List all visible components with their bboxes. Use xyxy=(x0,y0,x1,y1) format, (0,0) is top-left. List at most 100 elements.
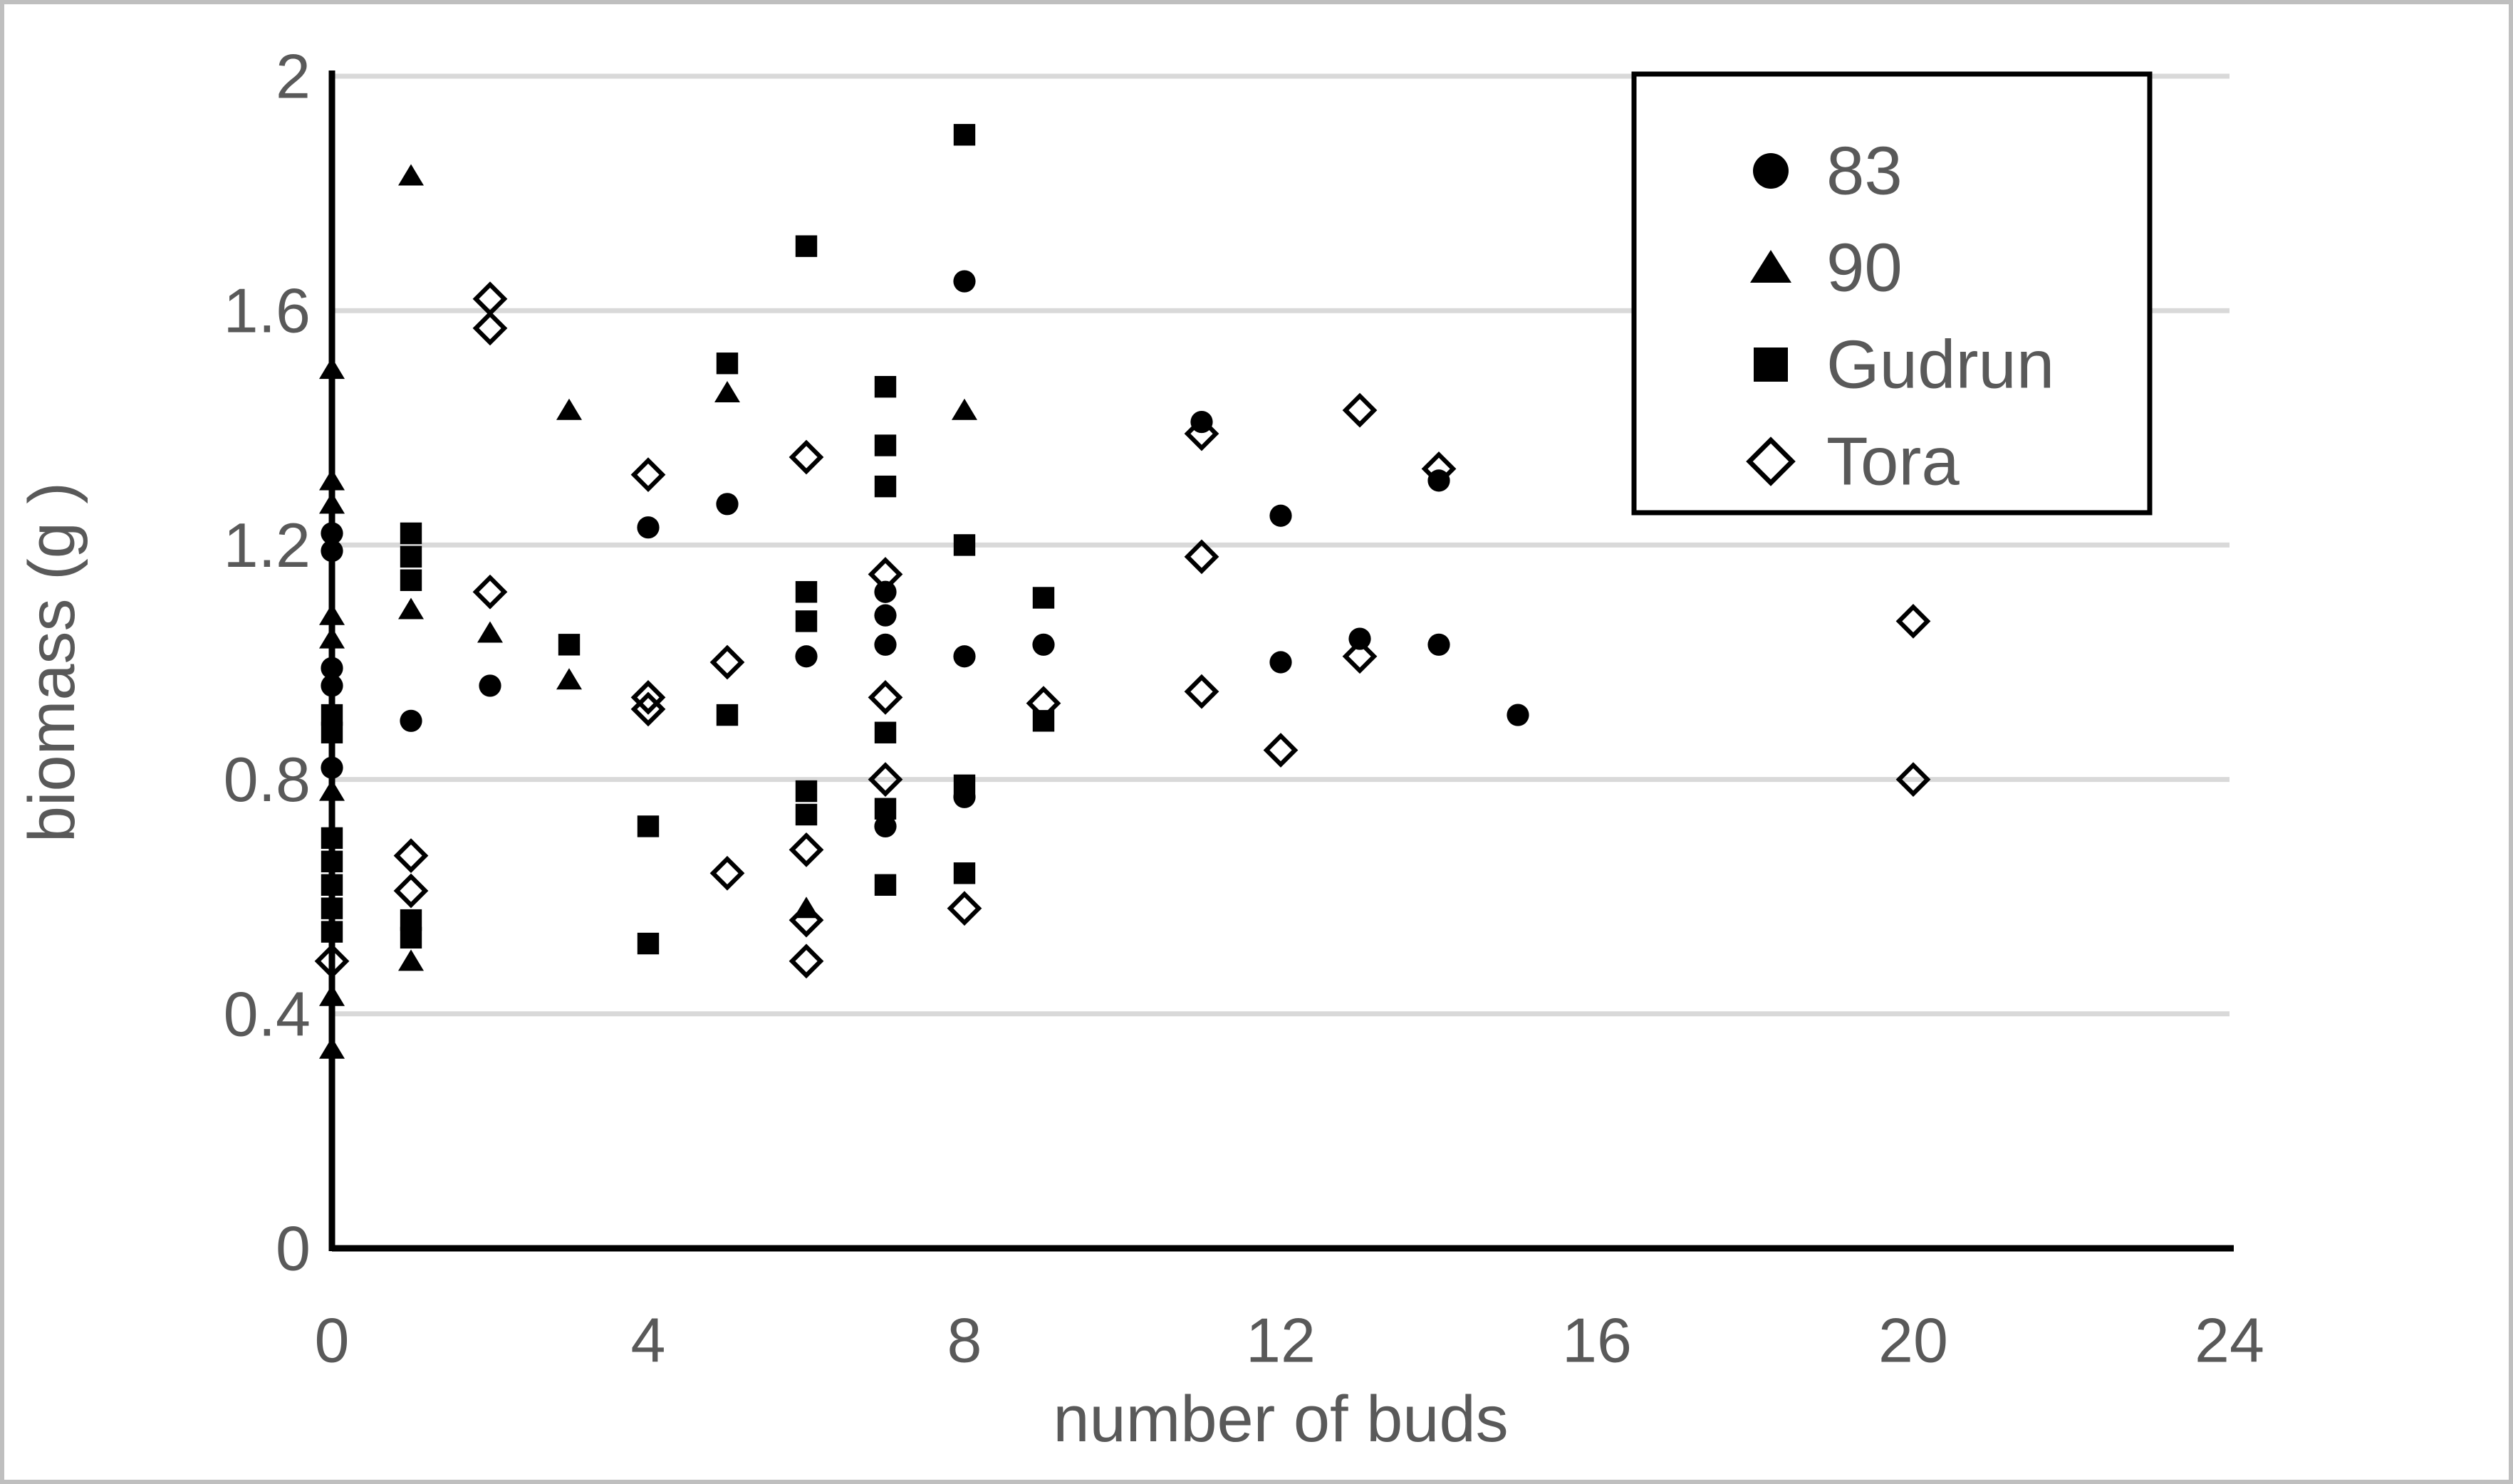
data-point-square xyxy=(953,124,976,146)
data-point-diamond xyxy=(789,439,824,475)
x-tick-label: 24 xyxy=(2195,1305,2264,1376)
data-point-square xyxy=(874,434,897,456)
data-point-diamond xyxy=(1026,686,1061,721)
data-point-square xyxy=(637,932,660,955)
data-point-square xyxy=(321,827,343,850)
data-point-square xyxy=(795,235,818,257)
data-point-square xyxy=(400,926,422,949)
data-point-circle xyxy=(874,815,897,838)
data-point-square xyxy=(400,545,422,568)
data-point-circle xyxy=(400,709,422,732)
data-point-diamond xyxy=(472,310,508,346)
data-point-circle xyxy=(1269,504,1292,527)
data-point-diamond xyxy=(393,838,429,873)
data-point-circle xyxy=(321,657,343,679)
y-tick-label: 0 xyxy=(276,1213,311,1284)
data-point-square xyxy=(953,534,976,556)
data-point-circle xyxy=(716,493,739,516)
data-point-diamond xyxy=(709,855,745,891)
legend-label: Tora xyxy=(1826,424,1960,500)
data-point-triangle xyxy=(398,164,424,186)
data-point-diamond xyxy=(630,679,666,715)
data-point-square xyxy=(953,862,976,884)
data-point-square xyxy=(1032,587,1055,609)
data-point-triangle xyxy=(1750,250,1791,283)
data-point-square xyxy=(321,721,343,743)
data-point-diamond xyxy=(789,902,824,938)
data-point-diamond xyxy=(1184,539,1219,575)
data-point-circle xyxy=(321,522,343,545)
data-point-circle xyxy=(874,604,897,627)
series-Tora xyxy=(314,281,1931,979)
y-tick-label: 1.6 xyxy=(224,276,311,346)
data-point-triangle xyxy=(319,469,345,491)
x-tick-label: 20 xyxy=(1878,1305,1948,1376)
data-point-circle xyxy=(1269,651,1292,674)
y-tick-label: 0.4 xyxy=(224,978,311,1049)
data-point-diamond xyxy=(868,679,903,715)
data-point-diamond xyxy=(1342,639,1378,674)
data-point-diamond xyxy=(947,891,982,926)
data-point-square xyxy=(874,874,897,896)
data-point-circle xyxy=(321,540,343,563)
data-point-diamond xyxy=(314,944,350,979)
data-point-circle xyxy=(1427,633,1450,656)
data-point-square xyxy=(400,569,422,591)
data-point-triangle xyxy=(319,492,345,514)
y-axis-title: biomass (g ) xyxy=(16,482,88,842)
data-point-diamond xyxy=(709,644,745,680)
data-point-diamond xyxy=(1895,762,1931,797)
data-point-diamond xyxy=(868,557,903,592)
legend-entry-83: 83 xyxy=(1753,133,1903,209)
x-tick-label: 4 xyxy=(631,1305,666,1376)
data-point-circle xyxy=(321,674,343,697)
legend: 83 90 Gudrun Tora xyxy=(1631,71,2153,516)
data-point-triangle xyxy=(319,627,345,649)
legend-label: Gudrun xyxy=(1826,327,2054,403)
x-tick-label: 8 xyxy=(947,1305,982,1376)
data-point-square xyxy=(1754,348,1788,382)
legend-label: 83 xyxy=(1826,133,1903,209)
data-point-square xyxy=(637,815,660,837)
data-point-square xyxy=(321,921,343,943)
data-point-diamond xyxy=(472,574,508,610)
data-point-square xyxy=(558,634,581,656)
data-point-square xyxy=(953,774,976,797)
data-point-circle xyxy=(874,580,897,603)
legend-label: 90 xyxy=(1826,230,1903,306)
data-point-diamond xyxy=(868,762,903,797)
data-point-circle xyxy=(321,756,343,779)
data-point-square xyxy=(795,780,818,803)
legend-entry-Gudrun: Gudrun xyxy=(1754,327,2054,403)
data-point-diamond xyxy=(1184,674,1219,709)
data-point-square xyxy=(795,610,818,632)
data-point-diamond xyxy=(630,691,666,727)
series-83 xyxy=(321,270,1529,838)
data-point-circle xyxy=(479,674,501,697)
data-point-circle xyxy=(953,270,976,293)
data-point-square xyxy=(321,874,343,896)
data-point-square xyxy=(716,352,739,375)
data-point-diamond xyxy=(1342,392,1378,428)
data-point-triangle xyxy=(319,603,345,625)
data-point-square xyxy=(874,475,897,498)
data-point-square xyxy=(321,850,343,873)
data-point-circle xyxy=(795,645,818,668)
legend-box xyxy=(1631,71,2153,516)
data-point-square xyxy=(795,581,818,603)
data-point-square xyxy=(400,522,422,545)
data-point-square xyxy=(321,897,343,919)
x-tick-label: 12 xyxy=(1246,1305,1316,1376)
legend-entry-90: 90 xyxy=(1750,230,1903,306)
data-point-circle xyxy=(1032,633,1055,656)
data-point-circle xyxy=(637,516,660,539)
data-point-diamond xyxy=(1184,416,1219,451)
data-point-triangle xyxy=(952,398,977,420)
x-axis-title: number of buds xyxy=(1053,1383,1508,1456)
data-point-square xyxy=(1032,710,1055,732)
y-tick-label: 0.8 xyxy=(224,744,311,815)
data-point-square xyxy=(874,375,897,398)
data-point-triangle xyxy=(556,668,582,690)
series-Gudrun xyxy=(321,124,1055,955)
